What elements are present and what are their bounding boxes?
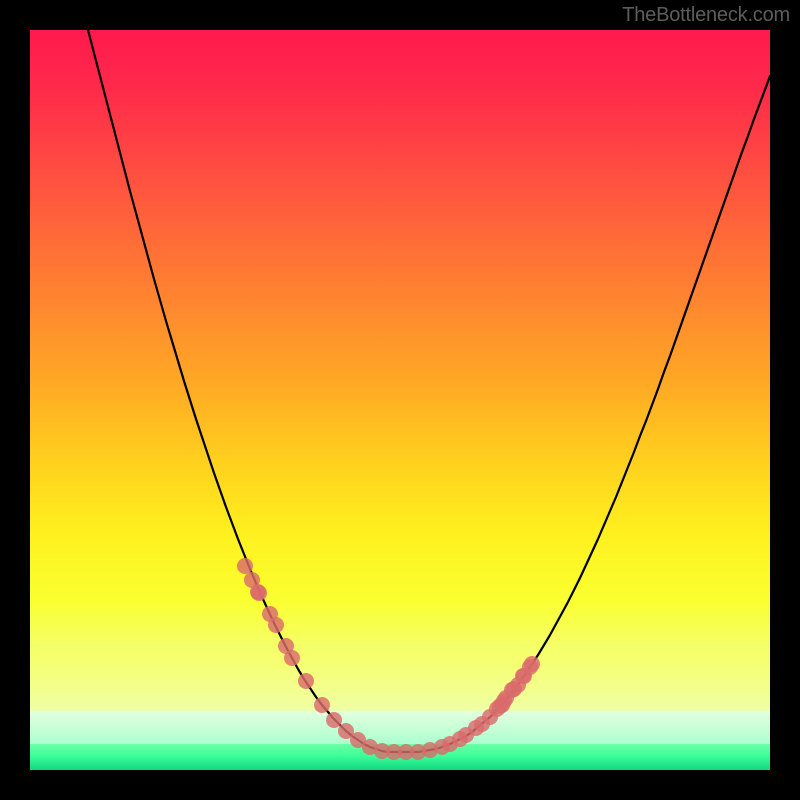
- band-0: [30, 652, 770, 711]
- chart-svg: [30, 30, 770, 770]
- marker-dot: [522, 659, 538, 675]
- marker-dot: [314, 697, 330, 713]
- band-1: [30, 711, 770, 744]
- marker-dot: [496, 693, 512, 709]
- marker-dot: [251, 585, 267, 601]
- marker-dot: [458, 727, 474, 743]
- marker-dot: [298, 673, 314, 689]
- marker-dot: [326, 712, 342, 728]
- marker-dot: [442, 736, 458, 752]
- watermark-text: TheBottleneck.com: [622, 4, 790, 27]
- marker-dot: [268, 617, 284, 633]
- marker-dot: [237, 558, 253, 574]
- marker-dot: [474, 716, 490, 732]
- plot-area: [30, 30, 770, 770]
- marker-dot: [284, 650, 300, 666]
